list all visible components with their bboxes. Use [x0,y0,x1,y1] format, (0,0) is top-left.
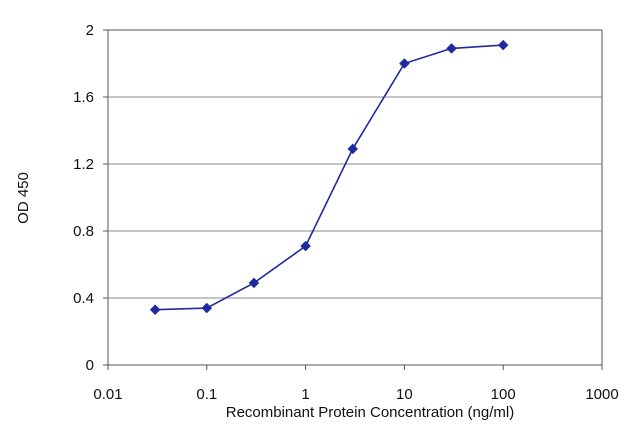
y-axis-title: OD 450 [15,172,32,224]
y-tick-label: 1.6 [73,89,94,106]
data-point-marker [248,277,260,289]
y-tick-label: 0.4 [73,290,94,307]
data-point-marker [446,43,457,54]
y-tick-label: 0 [86,357,94,374]
grid [108,96,602,299]
data-point-marker [300,240,311,252]
series-line [155,44,504,311]
x-tick-label: 100 [491,386,516,403]
series [149,39,509,316]
tick-labels: 0 0.4 0.8 1.2 1.6 2 0.01 0.1 1 10 100 1000 [73,22,619,403]
x-axis-title: Recombinant Protein Concentration (ng/ml… [226,404,514,421]
x-tick-label: 0.01 [93,386,122,403]
data-point-marker [497,39,509,51]
data-point-marker [347,143,359,155]
x-tick-label: 1000 [585,386,618,403]
x-tick-label: 10 [396,386,413,403]
y-tick-label: 2 [86,22,94,39]
data-point-marker [201,302,213,314]
axes [103,29,603,370]
y-tick-label: 0.8 [73,223,94,240]
plot-area [107,29,603,366]
x-tick-label: 1 [301,386,309,403]
y-tick-label: 1.2 [73,156,94,173]
data-point-marker [149,304,161,316]
x-tick-label: 0.1 [196,386,217,403]
data-point-marker [399,58,410,69]
